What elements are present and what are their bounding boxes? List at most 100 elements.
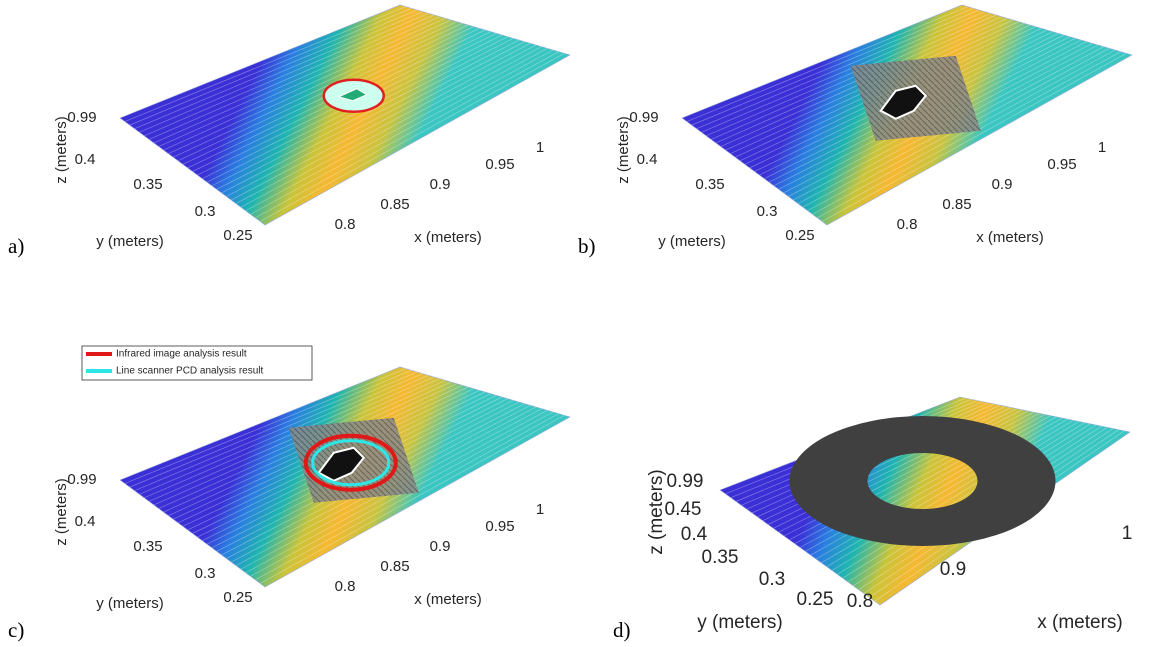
legend-entry: Infrared image analysis result (116, 349, 247, 360)
surface-line (710, 14, 997, 140)
surface-line (124, 6, 406, 122)
surface-line (245, 48, 548, 212)
x-tick-label: 0.95 (485, 156, 514, 173)
z-tick-label: 0.99 (629, 109, 658, 126)
y-tick-label: 0.4 (681, 524, 708, 545)
x-tick-label: 0.85 (942, 196, 971, 213)
surface-line (259, 415, 565, 584)
surface-line (134, 371, 418, 492)
surface-line (706, 13, 991, 137)
surface-line (831, 421, 1080, 571)
y-axis-label: y (meters) (697, 612, 783, 633)
surface-line (148, 14, 435, 140)
surface-line (144, 375, 429, 499)
y-tick-label: 0.25 (797, 589, 834, 610)
x-tick-label: 0.8 (897, 216, 918, 233)
ir-ellipse (303, 433, 398, 492)
surface-line (235, 44, 537, 204)
z-axis-label: z (meters) (615, 116, 632, 184)
x-tick-label: 0.9 (430, 176, 451, 193)
surface-line (158, 18, 446, 147)
legend-entry: Line scanner PCD analysis result (116, 366, 264, 377)
panel: 0.99 0.4 0.35 0.3 0.25 0.8 0.85 0.9 0.95 1 z (mete… (8, 4, 571, 258)
defect (317, 446, 366, 482)
z-axis-label: z (meters) (646, 469, 667, 555)
y-tick-label: 0.35 (133, 176, 162, 193)
surface-line (221, 39, 520, 194)
surface-line (255, 51, 559, 219)
z-axis-label: z (meters) (53, 478, 70, 546)
surface-line (168, 21, 457, 154)
panel-label: d) (613, 618, 631, 642)
y-tick-label: 0.4 (637, 151, 658, 168)
y-tick-label: 0.3 (195, 203, 216, 220)
surface-line (691, 8, 974, 126)
y-tick-label: 0.3 (757, 203, 778, 220)
surface-line (259, 53, 565, 222)
x-tick-label: 1 (536, 139, 544, 156)
y-tick-label: 0.4 (75, 513, 96, 530)
panel: 0.99 0.45 0.40.35 0.3 0.25 0.8 0.9 1 z (meters) y… (613, 396, 1133, 642)
z-tick-label: 0.45 (665, 499, 702, 520)
panel-label: a) (8, 234, 24, 258)
x-tick-label: 0.8 (847, 591, 873, 612)
x-axis-label: x (meters) (1037, 612, 1123, 633)
x-tick-label: 1 (1122, 523, 1133, 544)
y-tick-label: 0.25 (223, 589, 252, 606)
surface-line (837, 422, 1085, 575)
x-tick-label: 0.95 (485, 518, 514, 535)
x-tick-label: 0.95 (1047, 156, 1076, 173)
surface-line (173, 23, 463, 158)
surface-line (129, 8, 412, 126)
pcd-ellipse (311, 439, 391, 487)
surface-line (129, 370, 412, 488)
surface-line (148, 376, 435, 502)
defect (337, 88, 368, 102)
surface-line (216, 38, 514, 190)
surface-line (240, 46, 542, 208)
x-tick-label: 1 (536, 501, 544, 518)
y-tick-label: 0.35 (133, 538, 162, 555)
legend-box (81, 345, 313, 381)
x-tick-label: 0.9 (940, 559, 966, 580)
surface-line (231, 43, 531, 201)
panel: 0.99 0.4 0.35 0.3 0.25 0.8 0.85 0.9 0.95 1 z (mete… (8, 345, 571, 642)
surface (119, 4, 571, 226)
x-tick-label: 0.85 (380, 196, 409, 213)
z-tick-label: 0.99 (67, 109, 96, 126)
surface-line (817, 51, 1121, 219)
x-tick-label: 0.85 (380, 558, 409, 575)
surface-line (144, 13, 429, 137)
y-tick-label: 0.25 (785, 227, 814, 244)
panel: 0.99 0.4 0.35 0.3 0.25 0.8 0.85 0.9 0.95 1 z (mete… (578, 4, 1133, 258)
surface-line (696, 9, 980, 130)
y-tick-label: 0.3 (195, 565, 216, 582)
surface-line (250, 49, 554, 215)
y-tick-label: 0.4 (75, 151, 96, 168)
x-tick-label: 0.8 (335, 216, 356, 233)
surface-line (153, 16, 440, 144)
x-axis-label: x (meters) (414, 591, 482, 608)
y-tick-label: 0.35 (702, 547, 739, 568)
y-axis-label: y (meters) (658, 233, 726, 250)
panel-label: b) (578, 234, 596, 258)
x-axis-label: x (meters) (414, 229, 482, 246)
x-axis-label: x (meters) (976, 229, 1044, 246)
surface-line (139, 373, 423, 495)
y-axis-label: y (meters) (96, 233, 164, 250)
defect (879, 84, 928, 120)
surface-line (124, 368, 406, 484)
y-axis-label: y (meters) (96, 595, 164, 612)
x-tick-label: 0.9 (992, 176, 1013, 193)
x-tick-label: 1 (1098, 139, 1106, 156)
surface-line (163, 19, 452, 151)
surface-line (686, 6, 968, 122)
annulus (789, 416, 1056, 546)
y-tick-label: 0.3 (759, 569, 785, 590)
x-tick-label: 0.9 (430, 538, 451, 555)
panel-label: c) (8, 618, 24, 642)
surface-line (821, 53, 1127, 222)
y-tick-label: 0.25 (223, 227, 252, 244)
surface-line (134, 9, 418, 130)
